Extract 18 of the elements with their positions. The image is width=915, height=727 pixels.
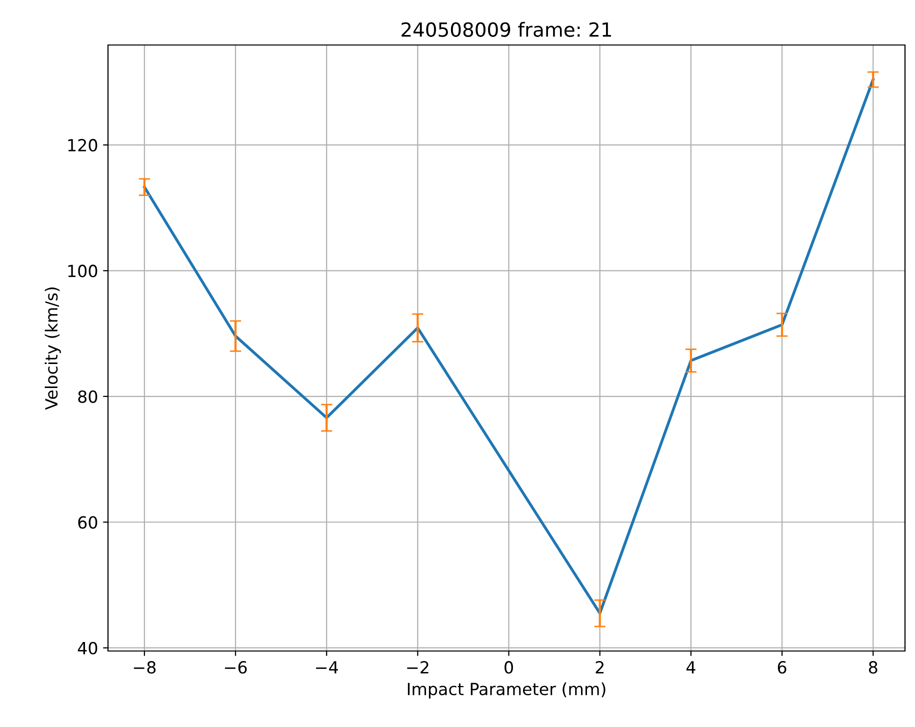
x-tick-label: −2: [407, 661, 428, 674]
y-tick-label: 40: [78, 642, 98, 654]
y-tick-label: 120: [68, 138, 98, 152]
x-tick-label: 2: [596, 661, 604, 674]
y-tick-label: 80: [78, 390, 98, 403]
x-tick-label: −6: [225, 661, 247, 674]
x-axis-title: Impact Parameter (mm): [408, 682, 606, 699]
y-tick-label: 100: [68, 264, 98, 278]
x-tick-label: 8: [868, 661, 878, 674]
x-tick-label: 4: [686, 661, 696, 674]
x-tick-label: −4: [316, 661, 338, 674]
x-tick-label: −8: [134, 661, 156, 674]
y-tick-label: 60: [78, 516, 98, 529]
line-series: [143, 78, 875, 615]
y-axis-title: Velocity (km/s): [44, 287, 61, 410]
chart-title: 240508009 frame: 21: [402, 22, 612, 37]
x-tick-label: 0: [504, 661, 513, 674]
x-tick-label: 6: [778, 661, 786, 674]
